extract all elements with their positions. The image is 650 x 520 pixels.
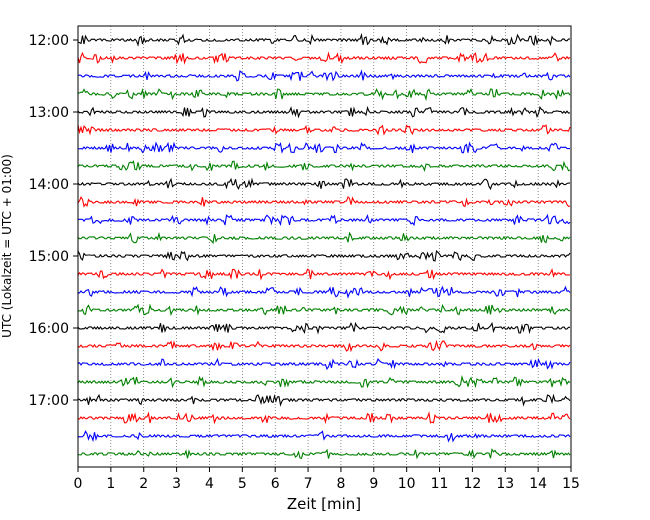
trace-1430 (77, 213, 571, 227)
plot-frame (77, 25, 572, 468)
trace-1645 (77, 374, 571, 389)
x-tick-label-12: 12 (463, 476, 481, 492)
x-tick-label-7: 7 (304, 476, 313, 492)
trace-1300 (77, 105, 571, 119)
trace-1515 (77, 268, 571, 281)
y-tick-label-1: 13:00 (29, 105, 69, 121)
x-tick-label-6: 6 (271, 476, 280, 492)
trace-1445 (77, 231, 571, 245)
x-axis: 0 1 2 3 4 5 6 7 8 9 10 11 12 13 14 15 (74, 467, 580, 492)
trace-1345 (77, 160, 571, 172)
trace-1400 (77, 177, 571, 191)
trace-1315 (77, 124, 571, 136)
trace-1545 (77, 303, 571, 317)
y-tick-label-2: 14:00 (29, 177, 69, 193)
x-tick-label-11: 11 (431, 476, 449, 492)
trace-1230 (77, 69, 571, 82)
trace-group (77, 32, 571, 460)
trace-1415 (77, 196, 571, 208)
x-tick-label-10: 10 (398, 476, 416, 492)
trace-1330 (77, 141, 571, 154)
x-tick-label-8: 8 (336, 476, 345, 492)
x-tick-label-3: 3 (172, 476, 181, 492)
x-tick-label-13: 13 (496, 476, 514, 492)
trace-1600 (77, 321, 571, 335)
y-tick-label-4: 16:00 (29, 321, 69, 337)
trace-1215 (77, 51, 571, 65)
trace-1200 (77, 32, 571, 47)
x-tick-label-15: 15 (562, 476, 580, 492)
trace-1730 (77, 430, 571, 443)
x-axis-title: Zeit [min] (287, 495, 361, 513)
trace-1700 (77, 393, 571, 407)
x-tick-label-9: 9 (369, 476, 378, 492)
y-tick-label-3: 15:00 (29, 249, 69, 265)
trace-1715 (77, 411, 571, 425)
trace-1630 (77, 357, 571, 371)
x-tick-label-5: 5 (238, 476, 247, 492)
x-tick-label-14: 14 (529, 476, 547, 492)
x-tick-label-0: 0 (74, 476, 83, 492)
x-tick-label-4: 4 (205, 476, 214, 492)
trace-1245 (77, 87, 571, 102)
trace-1615 (77, 339, 571, 353)
trace-1745 (77, 448, 571, 460)
trace-1500 (77, 249, 571, 262)
y-tick-label-0: 12:00 (29, 33, 69, 49)
x-tick-label-1: 1 (106, 476, 115, 492)
y-tick-label-5: 17:00 (29, 393, 69, 409)
y-axis: 12:00 13:00 14:00 15:00 16:00 17:00 (29, 33, 78, 409)
x-tick-label-2: 2 (139, 476, 148, 492)
trace-1530 (77, 285, 571, 299)
y-axis-title: UTC (Lokalzeit = UTC + 01:00) (0, 154, 14, 338)
